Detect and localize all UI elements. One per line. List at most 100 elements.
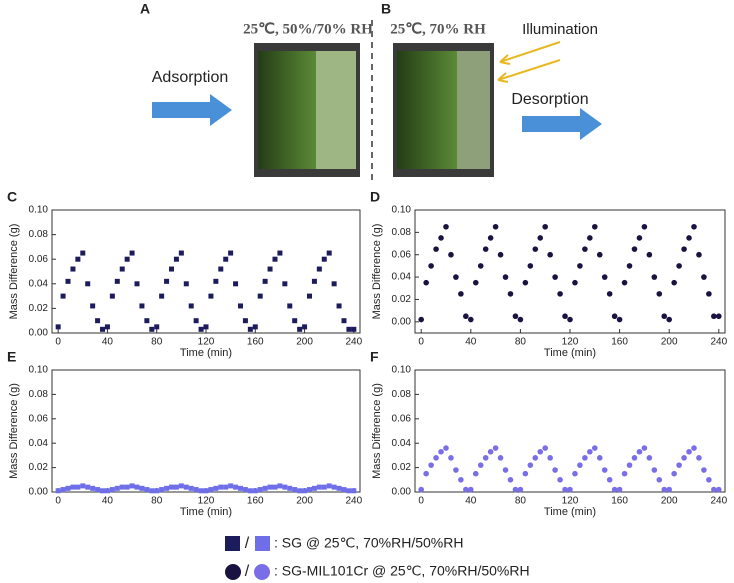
legend-text: : SG @ 25℃, 70%RH/50%RH bbox=[274, 535, 463, 551]
point bbox=[80, 483, 86, 489]
point bbox=[173, 256, 179, 262]
point bbox=[252, 488, 258, 494]
condition-label: 25℃, 50%/70% RH bbox=[243, 21, 373, 37]
x-tick-label: 120 bbox=[198, 496, 215, 507]
point bbox=[656, 291, 663, 297]
point bbox=[247, 326, 253, 332]
point bbox=[100, 326, 106, 332]
y-tick-label: 0.04 bbox=[29, 438, 49, 449]
legend-marker bbox=[255, 536, 270, 551]
point bbox=[592, 445, 598, 451]
point bbox=[247, 488, 253, 494]
point bbox=[611, 486, 618, 493]
point bbox=[267, 266, 273, 272]
point bbox=[438, 235, 444, 241]
point bbox=[159, 487, 165, 493]
sample-a bbox=[254, 43, 360, 177]
point bbox=[252, 324, 258, 330]
x-tick-label: 160 bbox=[247, 496, 264, 507]
y-axis-label: Mass Difference (g) bbox=[8, 224, 20, 320]
y-tick-label: 0.00 bbox=[392, 316, 412, 327]
point bbox=[671, 279, 677, 286]
point bbox=[124, 256, 130, 262]
point bbox=[626, 263, 633, 269]
point bbox=[492, 445, 499, 451]
point bbox=[537, 235, 544, 241]
condition-label: 25℃, 70% RH bbox=[390, 21, 486, 37]
desorption-label: Desorption bbox=[511, 91, 588, 108]
x-tick-label: 0 bbox=[418, 337, 424, 348]
point bbox=[428, 462, 434, 468]
point bbox=[587, 448, 593, 455]
point bbox=[691, 223, 697, 230]
point bbox=[326, 250, 332, 256]
legend-separator: / bbox=[245, 563, 250, 580]
y-tick-label: 0.02 bbox=[29, 462, 49, 473]
x-tick-label: 0 bbox=[418, 496, 424, 507]
x-tick-label: 200 bbox=[661, 496, 678, 507]
y-axis-label: Mass Difference (g) bbox=[371, 224, 383, 320]
point bbox=[183, 281, 189, 287]
point bbox=[463, 486, 469, 493]
x-tick-label: 120 bbox=[198, 337, 215, 348]
point bbox=[631, 455, 638, 461]
point bbox=[341, 487, 347, 493]
point bbox=[691, 445, 697, 451]
point bbox=[316, 266, 322, 272]
point bbox=[463, 313, 469, 320]
point bbox=[606, 291, 613, 297]
point bbox=[458, 291, 464, 297]
x-tick-label: 40 bbox=[102, 496, 114, 507]
point bbox=[154, 488, 160, 494]
x-tick-label: 160 bbox=[611, 496, 628, 507]
point bbox=[492, 223, 499, 230]
point bbox=[497, 455, 504, 461]
x-tick-label: 200 bbox=[296, 337, 313, 348]
point bbox=[433, 246, 439, 252]
point bbox=[55, 324, 61, 330]
point bbox=[321, 484, 327, 490]
y-tick-label: 0.00 bbox=[29, 328, 49, 339]
point bbox=[448, 251, 454, 258]
point bbox=[656, 477, 663, 483]
point bbox=[517, 316, 524, 323]
point bbox=[213, 485, 219, 491]
point bbox=[711, 486, 717, 493]
point bbox=[233, 484, 239, 490]
point bbox=[577, 263, 583, 269]
point bbox=[277, 250, 283, 256]
point bbox=[443, 223, 449, 230]
point bbox=[233, 281, 239, 287]
point bbox=[428, 263, 434, 269]
point bbox=[621, 279, 628, 286]
arrow bbox=[152, 94, 232, 126]
point bbox=[646, 455, 653, 461]
point bbox=[149, 488, 155, 494]
point bbox=[621, 470, 628, 477]
point bbox=[438, 448, 444, 455]
point bbox=[641, 445, 648, 451]
point bbox=[651, 467, 658, 473]
x-tick-label: 160 bbox=[611, 337, 628, 348]
point bbox=[346, 326, 352, 332]
point bbox=[114, 278, 120, 284]
point bbox=[183, 484, 189, 490]
plot-frame bbox=[51, 369, 361, 493]
point bbox=[346, 488, 352, 494]
point bbox=[70, 484, 76, 490]
point bbox=[282, 484, 288, 490]
point bbox=[90, 485, 96, 491]
point bbox=[487, 235, 494, 241]
point bbox=[188, 485, 194, 491]
point bbox=[582, 455, 588, 461]
point bbox=[164, 485, 170, 491]
y-tick-label: 0.06 bbox=[392, 413, 412, 424]
x-tick-label: 240 bbox=[345, 496, 362, 507]
point bbox=[242, 318, 248, 324]
point bbox=[701, 467, 707, 473]
point bbox=[203, 324, 209, 330]
adsorption-label: Adsorption bbox=[152, 69, 229, 86]
point bbox=[95, 487, 101, 493]
point bbox=[517, 486, 524, 493]
